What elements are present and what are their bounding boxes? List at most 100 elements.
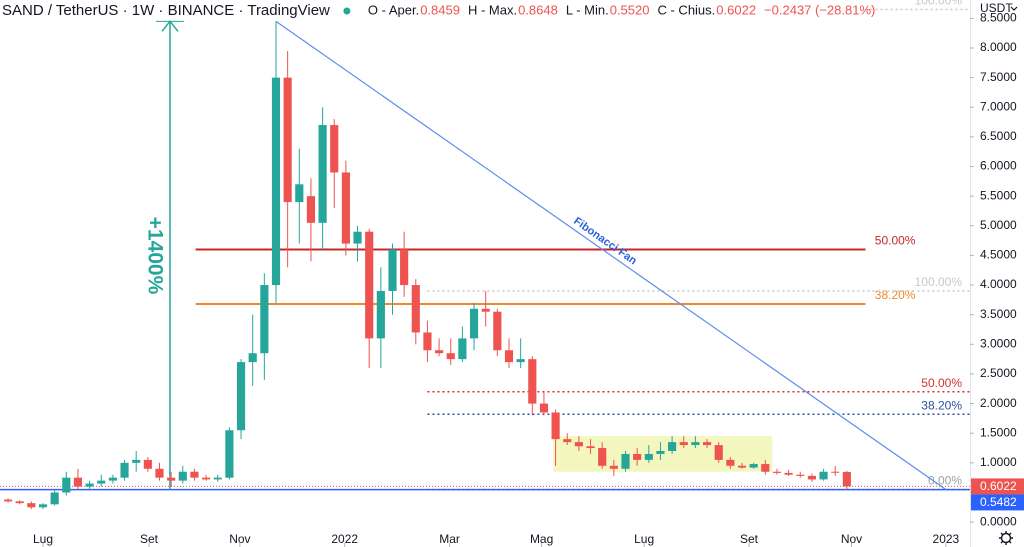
candle-body <box>819 471 828 480</box>
candle-body <box>726 459 735 466</box>
candle-body <box>411 285 420 333</box>
header-text: L - Min. <box>566 2 609 17</box>
candle-body <box>318 125 327 223</box>
header-text: −0.2437 (−28.81%) <box>764 2 875 17</box>
price-tag-label: 0.5482 <box>980 495 1017 509</box>
candle-body <box>376 290 385 339</box>
x-tick-label: Lug <box>33 532 53 546</box>
settings-icon[interactable] <box>999 531 1013 545</box>
candle-body <box>586 446 595 449</box>
fib-level-label: 0.00% <box>928 474 962 488</box>
candle-body <box>702 442 712 446</box>
x-tick-label: Nov <box>229 532 250 546</box>
candle-body <box>644 453 653 460</box>
candle-body <box>3 499 13 502</box>
price-tag-label: 0.6022 <box>980 479 1017 493</box>
candle-body <box>493 311 502 351</box>
y-tick-label: 1.0000 <box>980 455 1017 469</box>
header-text: H - Max. <box>468 2 517 17</box>
candle-body <box>85 483 94 487</box>
candle-body <box>539 403 549 413</box>
y-tick-label: 6.5000 <box>980 129 1017 143</box>
candle-body <box>73 477 83 487</box>
candle-body <box>167 477 176 481</box>
candle-body <box>435 350 444 354</box>
candle-body <box>97 480 106 484</box>
y-tick-label: 8.5000 <box>980 11 1017 25</box>
y-tick-label: 7.5000 <box>980 70 1017 84</box>
y-tick-label: 1.5000 <box>980 425 1017 439</box>
candle-body <box>609 465 618 469</box>
candle-body <box>388 249 397 291</box>
candle-body <box>225 430 234 478</box>
candle-body <box>831 471 840 473</box>
y-tick-label: 5.5000 <box>980 188 1017 202</box>
candle-body <box>400 249 409 286</box>
x-tick-label: 2023 <box>933 532 960 546</box>
x-tick-label: Set <box>740 532 759 546</box>
header-text: 0.8459 <box>420 2 460 17</box>
candle-body <box>38 504 48 508</box>
candle-body <box>469 308 479 339</box>
candle-body <box>516 359 525 363</box>
x-tick-label: 2022 <box>331 532 358 546</box>
price-tag <box>971 478 1024 495</box>
candle-body <box>551 412 560 440</box>
candle-body <box>236 362 246 431</box>
candle-body <box>761 464 770 472</box>
candle-body <box>260 285 269 354</box>
x-tick-label: Mar <box>439 532 460 546</box>
y-tick-label: 3.5000 <box>980 307 1017 321</box>
y-tick-label: 7.0000 <box>980 99 1017 113</box>
range-arrow-label: +1400% <box>143 217 166 295</box>
candle-body <box>62 477 71 493</box>
candle-body <box>15 501 24 504</box>
candle-body <box>807 475 816 480</box>
candle-body <box>330 125 339 173</box>
candle-body <box>656 450 665 454</box>
y-tick-label: 0.0000 <box>980 514 1017 528</box>
y-tick-label: 3.0000 <box>980 336 1017 350</box>
fib-level-label: 50.00% <box>921 376 962 390</box>
fibonacci-fan-line <box>275 20 947 491</box>
header-text: SAND / TetherUS · 1W · BINANCE · Trading… <box>2 2 330 19</box>
candle-body <box>737 465 747 468</box>
candle-body <box>108 477 117 481</box>
candle-body <box>178 471 187 481</box>
y-tick-label: 5.0000 <box>980 218 1017 232</box>
y-tick-label: 2.5000 <box>980 366 1017 380</box>
currency-label: USDT <box>980 1 1013 15</box>
x-tick-label: Set <box>140 532 159 546</box>
candle-body <box>271 77 281 286</box>
candle-body <box>633 453 642 460</box>
header-text: C - Chius. <box>657 2 715 17</box>
y-tick-label: 2.0000 <box>980 396 1017 410</box>
x-tick-label: Lug <box>634 532 654 546</box>
fib-level-label: 50.00% <box>875 234 916 248</box>
candle-body <box>353 231 362 244</box>
header-text: 0.6022 <box>716 2 756 17</box>
candle-body <box>772 471 782 473</box>
candle-body <box>306 196 316 223</box>
x-tick-label: Mag <box>530 532 553 546</box>
header-text: O - Aper. <box>368 2 419 17</box>
candle-body <box>504 350 514 363</box>
fib-level-label: 100.00% <box>915 275 963 289</box>
candle-body <box>27 503 36 508</box>
y-tick-label: 4.5000 <box>980 248 1017 262</box>
header-text: 0.5520 <box>610 2 650 17</box>
y-tick-label: 4.0000 <box>980 277 1017 291</box>
gear-teeth <box>999 531 1013 545</box>
candle-body <box>668 442 677 451</box>
candle-body <box>598 448 607 466</box>
candle-body <box>283 77 292 203</box>
candle-body <box>423 332 432 351</box>
candle-body <box>248 353 257 363</box>
candle-body <box>365 231 374 339</box>
y-tick-label: 6.0000 <box>980 159 1017 173</box>
candle-body <box>155 468 164 478</box>
candle-body <box>202 477 211 480</box>
currency-chevron <box>1010 6 1018 11</box>
x-tick-label: Nov <box>841 532 862 546</box>
